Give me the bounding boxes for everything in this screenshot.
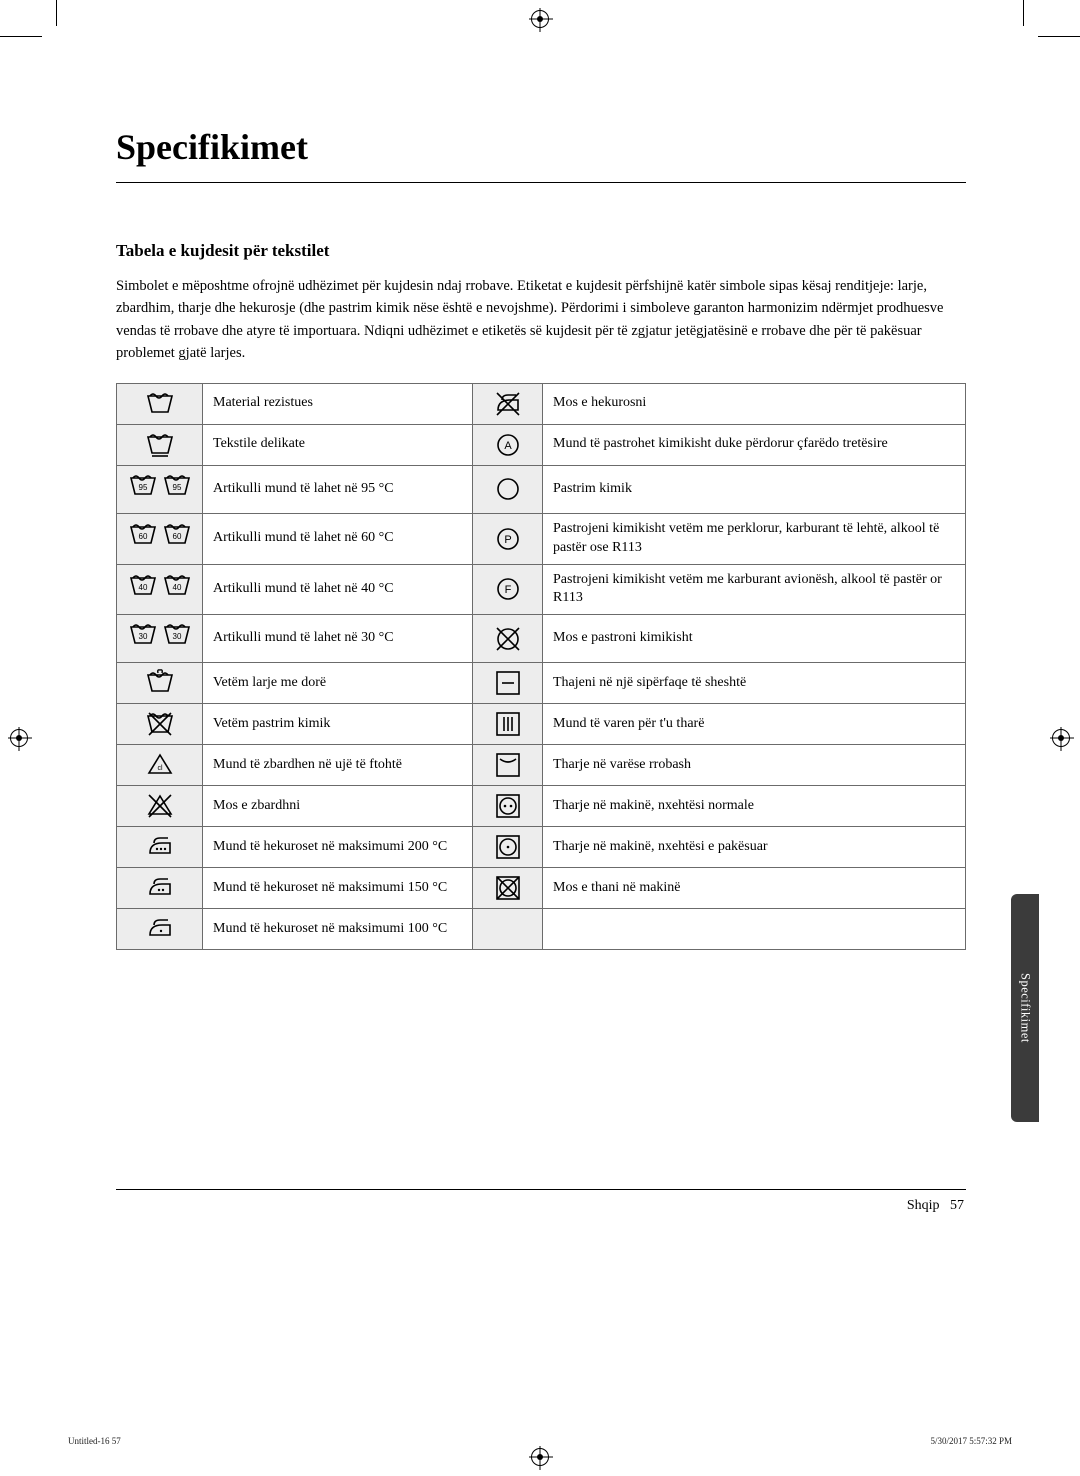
right-description: Tharje në makinë, nxehtësi e pakësuar (543, 827, 966, 868)
circle-F-icon: F (473, 564, 543, 615)
circle-empty-icon (473, 465, 543, 513)
square-hang-icon (473, 745, 543, 786)
no-iron-icon (473, 383, 543, 424)
iron-1dot-icon (117, 909, 203, 950)
table-row: Mund të hekuroset në maksimumi 200 °C Tha… (117, 827, 966, 868)
intro-paragraph: Simbolet e mëposhtme ofrojnë udhëzimet p… (116, 275, 966, 365)
square-dash-icon (473, 663, 543, 704)
svg-text:A: A (504, 440, 512, 452)
left-description: Mund të hekuroset në maksimumi 100 °C (203, 909, 473, 950)
svg-text:30: 30 (138, 632, 147, 641)
svg-text:30: 30 (172, 632, 181, 641)
wash-basin-underline-icon (117, 424, 203, 465)
left-description: Material rezistues (203, 383, 473, 424)
right-description (543, 909, 966, 950)
svg-text:40: 40 (138, 583, 147, 592)
right-description: Mos e hekurosni (543, 383, 966, 424)
wash-basin-icon (117, 383, 203, 424)
left-description: Artikulli mund të lahet në 40 °C (203, 564, 473, 615)
table-row: Tekstile delikate A Mund të pastrohet kimi… (117, 424, 966, 465)
wash-30-pair-icon: 30 30 (117, 615, 203, 663)
left-description: Vetëm pastrim kimik (203, 704, 473, 745)
right-description: Mos e thani në makinë (543, 868, 966, 909)
table-row: 60 60 Artikulli mund të lahet në 60 °C P Pas… (117, 513, 966, 564)
right-description: Pastrim kimik (543, 465, 966, 513)
footer-doc-right: 5/30/2017 5:57:32 PM (930, 1436, 1012, 1446)
fabric-care-table: Material rezistuesMos e hekurosniTekstil… (116, 383, 966, 950)
footer-page-no: 57 (950, 1198, 964, 1213)
title-rule (116, 182, 966, 183)
crop-mark (1038, 36, 1080, 37)
table-row: 40 40 Artikulli mund të lahet në 40 °C F Pas… (117, 564, 966, 615)
svg-text:60: 60 (172, 532, 181, 541)
svg-text:95: 95 (138, 483, 147, 492)
left-description: Tekstile delikate (203, 424, 473, 465)
left-description: Vetëm larje me dorë (203, 663, 473, 704)
no-tumble-icon (473, 868, 543, 909)
left-description: Artikulli mund të lahet në 60 °C (203, 513, 473, 564)
left-description: Mos e zbardhni (203, 786, 473, 827)
hand-wash-icon (117, 663, 203, 704)
right-description: Tharje në varëse rrobash (543, 745, 966, 786)
empty-icon (473, 909, 543, 950)
table-row: 30 30 Artikulli mund të lahet në 30 °C Mos … (117, 615, 966, 663)
footer-doc-left: Untitled-16 57 (68, 1436, 121, 1446)
iron-3dot-icon (117, 827, 203, 868)
crop-mark (0, 36, 42, 37)
table-row: Mos e zbardhni Tharje në makinë, nxehtësi… (117, 786, 966, 827)
table-row: 95 95 Artikulli mund të lahet në 95 °C Past… (117, 465, 966, 513)
svg-text:95: 95 (172, 483, 181, 492)
side-tab: Specifikimet (1011, 894, 1039, 1122)
svg-text:40: 40 (172, 583, 181, 592)
footer-rule (116, 1189, 966, 1190)
svg-text:cl: cl (157, 765, 163, 772)
iron-2dot-icon (117, 868, 203, 909)
wash-60-pair-icon: 60 60 (117, 513, 203, 564)
left-description: Mund të zbardhen në ujë të ftohtë (203, 745, 473, 786)
svg-text:60: 60 (138, 532, 147, 541)
right-description: Tharje në makinë, nxehtësi normale (543, 786, 966, 827)
page-content: Specifikimet Tabela e kujdesit për tekst… (116, 126, 966, 950)
left-description: Mund të hekuroset në maksimumi 200 °C (203, 827, 473, 868)
right-description: Thajeni në një sipërfaqe të sheshtë (543, 663, 966, 704)
left-description: Artikulli mund të lahet në 30 °C (203, 615, 473, 663)
svg-text:P: P (504, 534, 511, 546)
no-wash-icon (117, 704, 203, 745)
wash-40-pair-icon: 40 40 (117, 564, 203, 615)
tumble-2dot-icon (473, 786, 543, 827)
table-row: Material rezistues Mos e hekurosni (117, 383, 966, 424)
table-row: Mund të hekuroset në maksimumi 150 °C Mos… (117, 868, 966, 909)
section-subtitle: Tabela e kujdesit për tekstilet (116, 241, 966, 261)
wash-95-pair-icon: 95 95 (117, 465, 203, 513)
circle-cross-icon (473, 615, 543, 663)
registration-mark-icon (10, 729, 28, 747)
table-row: cl Mund të zbardhen në ujë të ftohtë Tharj… (117, 745, 966, 786)
circle-A-icon: A (473, 424, 543, 465)
table-row: Vetëm larje me dorë Thajeni në një sipërf… (117, 663, 966, 704)
page-title: Specifikimet (116, 126, 966, 168)
crop-mark (1023, 0, 1024, 26)
registration-mark-icon (1052, 729, 1070, 747)
left-description: Mund të hekuroset në maksimumi 150 °C (203, 868, 473, 909)
right-description: Mund të pastrohet kimikisht duke përdoru… (543, 424, 966, 465)
left-description: Artikulli mund të lahet në 95 °C (203, 465, 473, 513)
footer-lang: Shqip (907, 1198, 940, 1213)
bleach-cl-icon: cl (117, 745, 203, 786)
registration-mark-icon (531, 1448, 549, 1466)
crop-mark (56, 0, 57, 26)
side-tab-label: Specifikimet (1018, 973, 1033, 1043)
registration-mark-icon (531, 10, 549, 28)
tumble-1dot-icon (473, 827, 543, 868)
table-row: Mund të hekuroset në maksimumi 100 °C (117, 909, 966, 950)
right-description: Mund të varen për t'u tharë (543, 704, 966, 745)
footer-lang-page: Shqip 57 (907, 1198, 964, 1214)
circle-P-icon: P (473, 513, 543, 564)
right-description: Mos e pastroni kimikisht (543, 615, 966, 663)
table-row: Vetëm pastrim kimik Mund të varen për t'u… (117, 704, 966, 745)
square-bars-icon (473, 704, 543, 745)
right-description: Pastrojeni kimikisht vetëm me perklorur,… (543, 513, 966, 564)
no-bleach-icon (117, 786, 203, 827)
right-description: Pastrojeni kimikisht vetëm me karburant … (543, 564, 966, 615)
svg-text:F: F (504, 584, 511, 596)
